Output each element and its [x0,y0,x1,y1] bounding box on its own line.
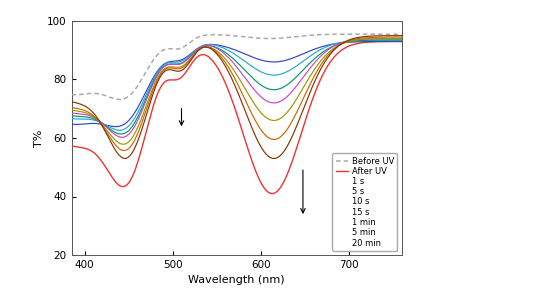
Legend: Before UV, After UV, 1 s, 5 s, 10 s, 15 s, 1 min, 5 min, 20 min: Before UV, After UV, 1 s, 5 s, 10 s, 15 … [332,153,397,251]
Y-axis label: T%: T% [34,129,44,147]
X-axis label: Wavelength (nm): Wavelength (nm) [188,275,285,285]
